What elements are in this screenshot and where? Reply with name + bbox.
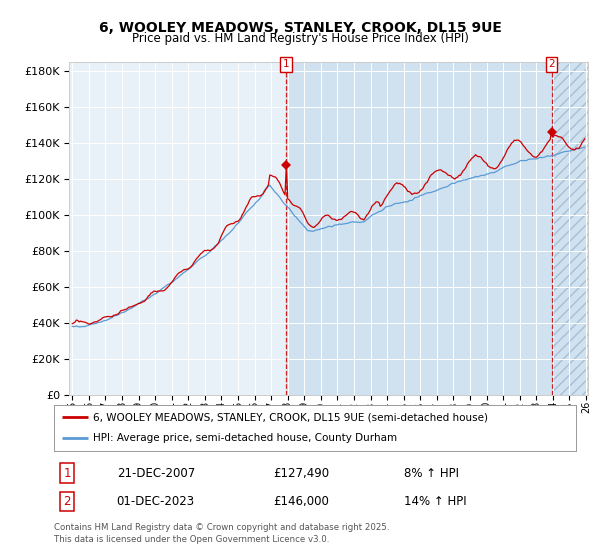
Text: Price paid vs. HM Land Registry's House Price Index (HPI): Price paid vs. HM Land Registry's House … bbox=[131, 32, 469, 45]
Text: 6, WOOLEY MEADOWS, STANLEY, CROOK, DL15 9UE: 6, WOOLEY MEADOWS, STANLEY, CROOK, DL15 … bbox=[98, 21, 502, 35]
Text: Contains HM Land Registry data © Crown copyright and database right 2025.
This d: Contains HM Land Registry data © Crown c… bbox=[54, 523, 389, 544]
Text: 14% ↑ HPI: 14% ↑ HPI bbox=[404, 495, 466, 508]
Text: 1: 1 bbox=[283, 59, 290, 69]
Text: £127,490: £127,490 bbox=[273, 466, 329, 479]
Text: 8% ↑ HPI: 8% ↑ HPI bbox=[404, 466, 459, 479]
Text: HPI: Average price, semi-detached house, County Durham: HPI: Average price, semi-detached house,… bbox=[93, 433, 397, 444]
Text: 2: 2 bbox=[548, 59, 555, 69]
Text: 6, WOOLEY MEADOWS, STANLEY, CROOK, DL15 9UE (semi-detached house): 6, WOOLEY MEADOWS, STANLEY, CROOK, DL15 … bbox=[93, 412, 488, 422]
Text: £146,000: £146,000 bbox=[273, 495, 329, 508]
Text: 21-DEC-2007: 21-DEC-2007 bbox=[116, 466, 195, 479]
Text: 1: 1 bbox=[64, 466, 71, 479]
Bar bbox=[286, 62, 551, 395]
Bar bbox=[551, 62, 593, 395]
Text: 01-DEC-2023: 01-DEC-2023 bbox=[116, 495, 195, 508]
Text: 2: 2 bbox=[64, 495, 71, 508]
